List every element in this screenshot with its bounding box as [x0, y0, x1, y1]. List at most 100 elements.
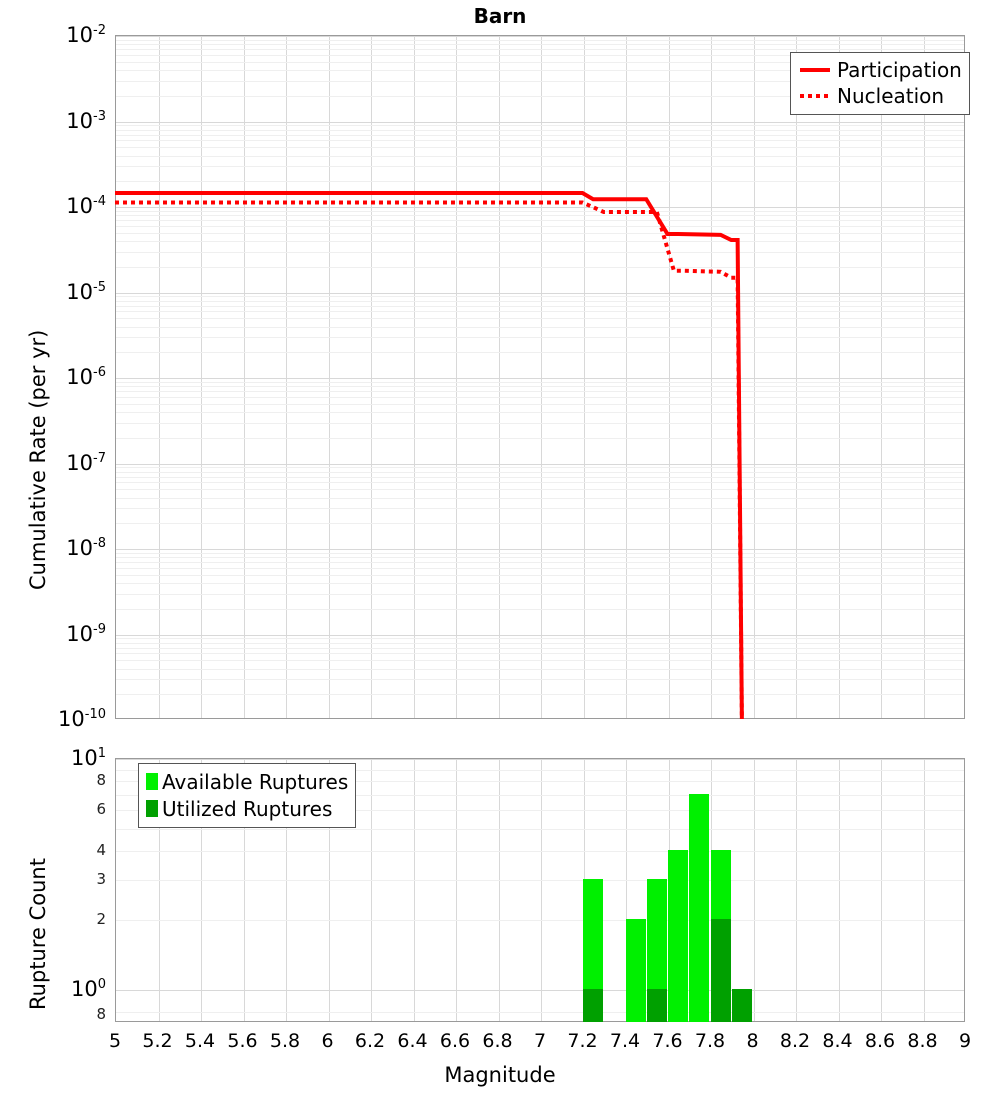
x-axis-title: Magnitude — [444, 1063, 556, 1087]
gridline — [116, 781, 964, 783]
gridline — [116, 523, 964, 525]
top-y-tick-label: 10-8 — [66, 536, 106, 560]
gridline — [796, 36, 797, 718]
gridline — [116, 311, 964, 313]
x-tick-label: 8.4 — [822, 1030, 853, 1052]
gridline — [116, 769, 964, 771]
bottom-y-tick-label: 8 — [96, 1004, 106, 1023]
gridline — [116, 391, 964, 393]
top-y-tick-label: 10-6 — [66, 365, 106, 389]
legend-item-nucleation[interactable]: Nucleation — [798, 83, 962, 109]
legend-label-nucleation: Nucleation — [837, 84, 945, 108]
gridline — [116, 305, 964, 307]
rupture-legend[interactable]: Available Ruptures Utilized Ruptures — [138, 763, 357, 828]
bar-utilized — [583, 989, 604, 1022]
gridline — [116, 49, 964, 51]
gridline — [116, 296, 964, 298]
gridline — [116, 642, 964, 644]
x-tick-label: 7.6 — [652, 1030, 683, 1052]
legend-label-utilized-ruptures: Utilized Ruptures — [162, 796, 333, 821]
top-y-axis-title: Cumulative Rate (per yr) — [26, 329, 50, 590]
gridline — [243, 759, 245, 1021]
top-y-tick-label: 10-7 — [66, 450, 106, 475]
x-tick-label: 6.2 — [354, 1030, 386, 1052]
gridline — [328, 759, 330, 1021]
curve-participation — [115, 190, 744, 720]
x-tick-label: 5.2 — [142, 1030, 173, 1052]
gridline — [116, 210, 964, 212]
available-color-swatch — [146, 773, 158, 790]
bottom-y-tick-label: 101 — [70, 746, 106, 770]
gridline — [116, 80, 964, 82]
legend-label-available-ruptures: Available Ruptures — [162, 769, 349, 794]
gridline — [286, 36, 287, 718]
gridline — [583, 36, 585, 718]
gridline — [923, 759, 925, 1021]
gridline — [116, 61, 964, 63]
bar-available — [689, 793, 710, 1022]
gridline — [116, 562, 964, 564]
gridline — [626, 36, 627, 718]
gridline — [116, 300, 964, 302]
x-tick-label: 6.4 — [397, 1030, 428, 1052]
gridline — [116, 653, 964, 655]
gridline — [201, 759, 202, 1021]
gridline — [116, 241, 964, 243]
gridline — [116, 593, 964, 595]
gridline — [116, 134, 964, 136]
gridline — [116, 147, 964, 149]
gridline — [116, 679, 964, 681]
dotted-line-swatch — [798, 87, 832, 105]
bar-utilized — [646, 989, 667, 1022]
gridline — [116, 437, 964, 439]
top-y-tick-label: 10-3 — [66, 108, 106, 133]
gridline — [881, 36, 882, 718]
gridline — [116, 476, 964, 478]
gridline — [116, 660, 964, 662]
gridline — [116, 54, 964, 56]
gridline — [116, 794, 964, 796]
bottom-y-tick-label: 4 — [96, 840, 106, 859]
bottom-y-tick-label: 6 — [96, 800, 106, 819]
x-tick-label: 5 — [108, 1030, 122, 1052]
gridline — [116, 567, 964, 569]
gridline — [116, 467, 964, 469]
x-tick-label: 8 — [746, 1030, 759, 1052]
bar-utilized — [731, 989, 752, 1022]
x-tick-label: 6.6 — [439, 1030, 471, 1052]
legend-item-utilized-ruptures[interactable]: Utilized Ruptures — [146, 795, 348, 822]
top-y-tick-label: 10-4 — [66, 194, 106, 218]
legend-item-available-ruptures[interactable]: Available Ruptures — [146, 768, 348, 795]
gridline — [243, 36, 245, 718]
x-tick-label: 8.6 — [864, 1030, 896, 1052]
gridline — [498, 36, 500, 718]
gridline — [116, 990, 964, 992]
gridline — [116, 497, 964, 499]
bottom-y-tick-label: 8 — [96, 771, 106, 790]
gridline — [116, 95, 964, 97]
gridline — [116, 920, 964, 922]
gridline — [371, 36, 372, 718]
gridline — [711, 36, 712, 718]
gridline — [116, 647, 964, 649]
gridline — [753, 36, 755, 718]
gridline — [116, 121, 964, 123]
curve-legend[interactable]: Participation Nucleation — [790, 52, 970, 115]
bottom-y-axis-title: Rupture Count — [26, 858, 50, 1010]
gridline — [923, 36, 925, 718]
bottom-y-tick-label: 2 — [96, 910, 106, 929]
gridline — [116, 403, 964, 405]
gridline — [116, 810, 964, 812]
gridline — [116, 549, 964, 550]
x-tick-label: 7.2 — [567, 1030, 598, 1052]
gridline — [116, 70, 964, 72]
gridline — [116, 166, 964, 168]
gridline — [116, 850, 964, 852]
gridline — [541, 36, 542, 718]
gridline — [116, 36, 964, 37]
x-tick-label: 8.2 — [779, 1030, 811, 1052]
rupture-count-panel — [115, 758, 965, 1022]
legend-item-participation[interactable]: Participation — [798, 57, 962, 83]
x-tick-label: 6 — [321, 1030, 334, 1052]
